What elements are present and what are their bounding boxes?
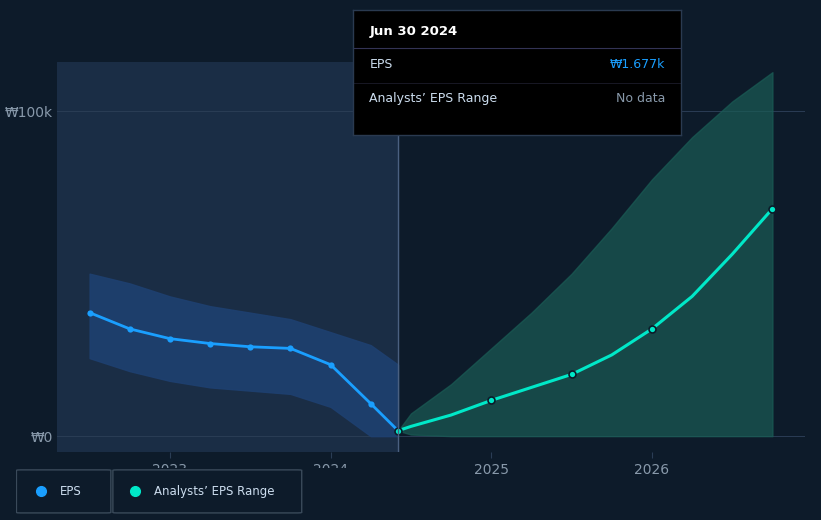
Text: Analysts’ EPS Range: Analysts’ EPS Range xyxy=(369,92,498,105)
Point xyxy=(123,324,136,333)
Text: Jun 30 2024: Jun 30 2024 xyxy=(369,25,457,38)
Point xyxy=(365,399,378,408)
Point xyxy=(484,396,498,405)
Point xyxy=(244,343,257,351)
Point xyxy=(392,426,405,435)
Point xyxy=(163,334,177,343)
Point xyxy=(204,340,217,348)
Text: Analysts’ EPS Range: Analysts’ EPS Range xyxy=(154,485,274,498)
Text: ₩1.677k: ₩1.677k xyxy=(610,58,665,71)
Text: Analysts Forecasts: Analysts Forecasts xyxy=(401,79,518,92)
Bar xyxy=(57,62,398,452)
Text: EPS: EPS xyxy=(60,485,81,498)
Text: No data: No data xyxy=(616,92,665,105)
FancyBboxPatch shape xyxy=(16,470,111,513)
Point xyxy=(284,344,297,353)
Point xyxy=(766,204,779,213)
Point xyxy=(324,360,337,369)
Point xyxy=(565,370,578,379)
Point xyxy=(392,426,405,435)
Point xyxy=(83,308,96,317)
Text: EPS: EPS xyxy=(369,58,392,71)
Text: Actual: Actual xyxy=(355,79,395,92)
FancyBboxPatch shape xyxy=(112,470,302,513)
Point xyxy=(645,324,658,333)
